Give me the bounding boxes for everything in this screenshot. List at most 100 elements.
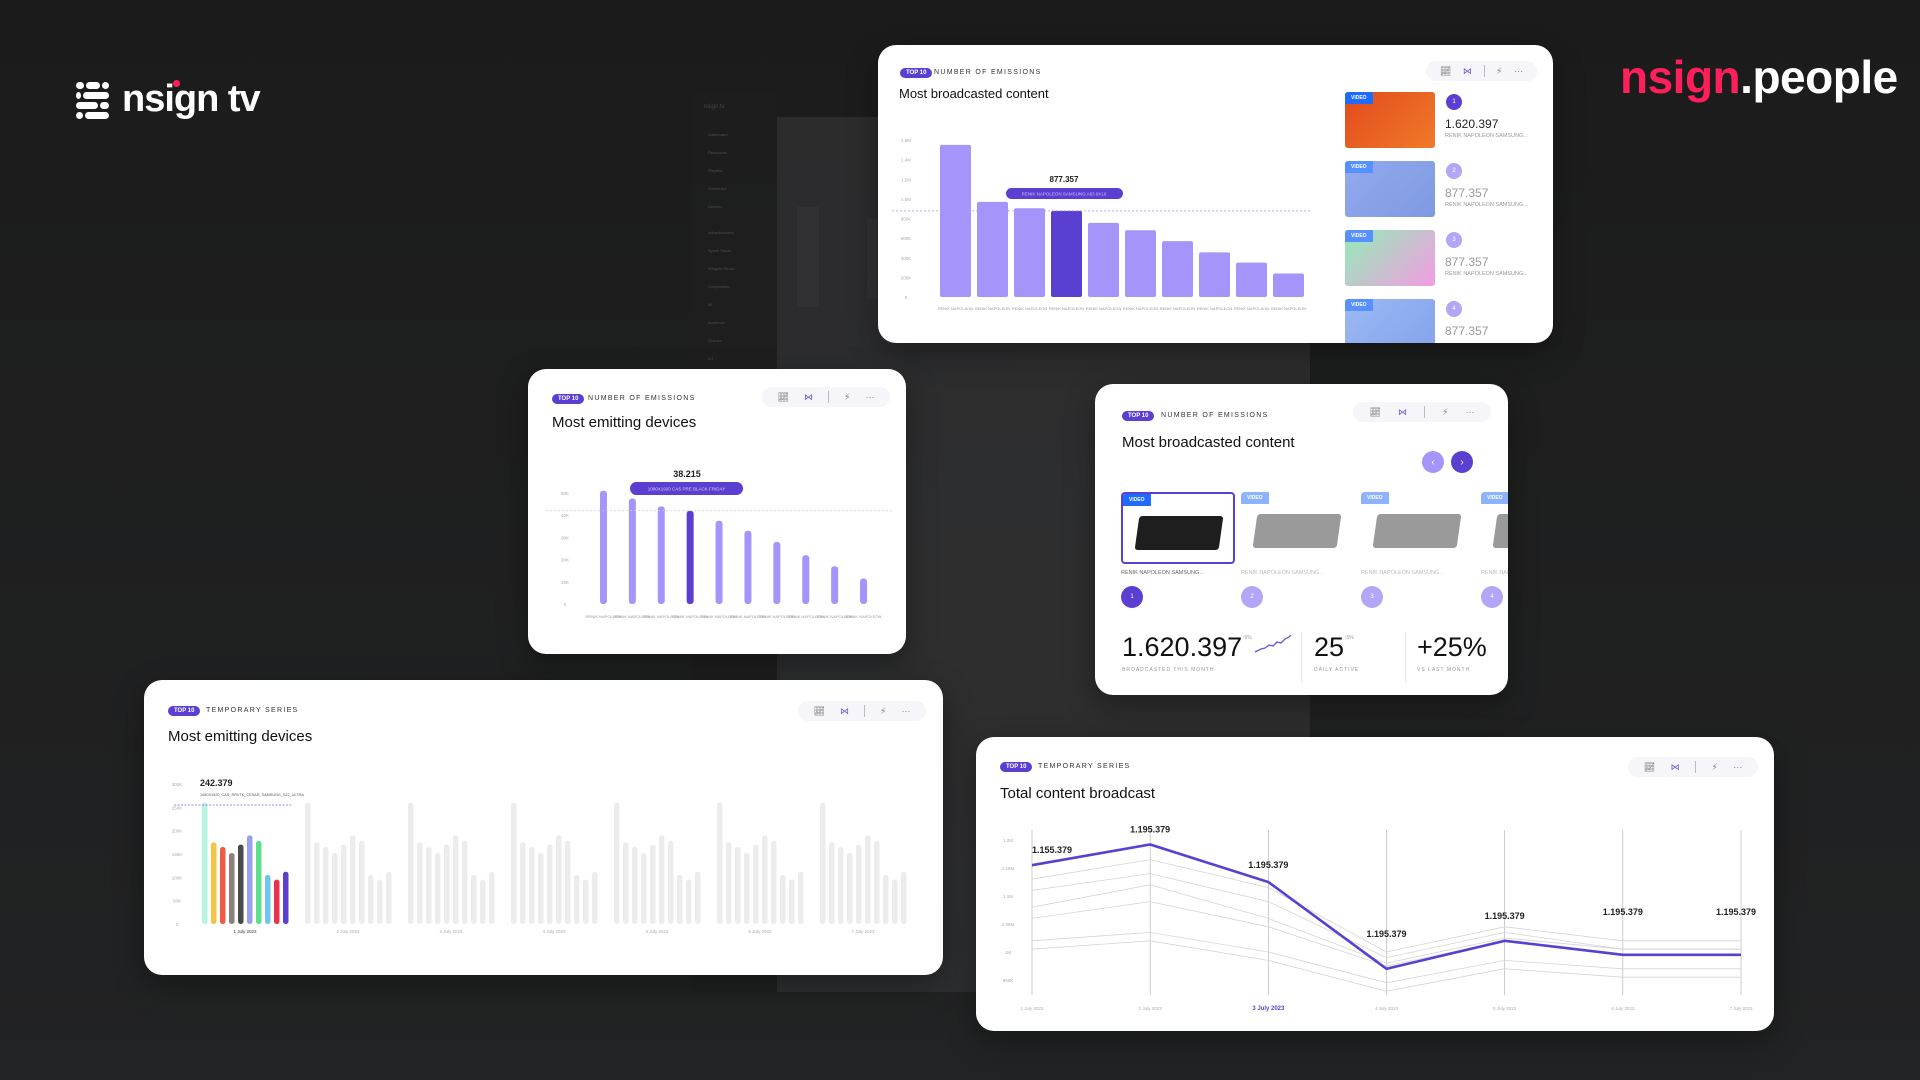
bar: [583, 879, 589, 924]
y-tick-label: 30K: [561, 535, 569, 540]
magic-icon[interactable]: ⚡︎: [1442, 406, 1449, 417]
bar: [829, 842, 835, 924]
more-icon[interactable]: ⋯: [1465, 406, 1475, 417]
content-name: RENIK NAPOLEON SAMSUNG...: [1445, 271, 1528, 277]
magic-icon[interactable]: ⚡︎: [844, 391, 851, 402]
compare-icon[interactable]: ⋈: [840, 705, 849, 716]
carousel-next-button[interactable]: ›: [1451, 451, 1473, 473]
more-icon[interactable]: ⋯: [901, 705, 911, 716]
x-tick-label: RENIK NAPOLEON: [1234, 306, 1270, 311]
y-tick-label: 1.05M: [1002, 922, 1015, 927]
y-tick-label: 20K: [561, 558, 569, 563]
chart-toolbar: 📈︎ ⋈ ⚡︎ ⋯: [1353, 402, 1491, 422]
more-icon[interactable]: ⋯: [1514, 65, 1524, 76]
bar: [780, 875, 786, 924]
bar: [614, 802, 620, 924]
more-icon[interactable]: ⋯: [1733, 761, 1743, 772]
content-thumbnail[interactable]: VIDEO: [1345, 299, 1435, 343]
chart-toolbar: 📈︎ ⋈ ⚡︎ ⋯: [1628, 757, 1758, 777]
compare-icon[interactable]: ⋈: [1398, 406, 1407, 417]
data-label: 1.195.379: [1366, 929, 1406, 939]
bar: [426, 847, 432, 924]
bar: [892, 879, 898, 924]
y-tick-label: 10K: [561, 580, 569, 585]
bg-sidebar-item: Composition: [708, 284, 731, 289]
bar: [623, 842, 629, 924]
video-tag: VIDEO: [1345, 299, 1373, 311]
content-thumbnail[interactable]: VIDEO: [1121, 492, 1235, 564]
emission-count: 1.620.397: [1445, 117, 1499, 131]
logo-text: nsign tv: [122, 78, 261, 120]
bar: [1051, 210, 1082, 297]
compare-icon[interactable]: ⋈: [1670, 761, 1680, 772]
y-tick-label: 250K: [172, 805, 183, 810]
rank-badge: 2: [1446, 163, 1462, 179]
stat-value: +25%: [1417, 632, 1487, 662]
carousel-prev-button[interactable]: ‹: [1422, 451, 1444, 473]
bar: [874, 840, 880, 924]
line-chart-icon[interactable]: 📈︎: [813, 705, 825, 716]
x-tick-label: RRNIK NAPOLEON: [846, 614, 882, 619]
data-label: 1.195.379: [1603, 907, 1643, 917]
card-kicker: NUMBER OF EMISSIONS: [588, 395, 696, 402]
card-title: Most broadcasted content: [1122, 434, 1295, 451]
x-tick-label: 7 July 2023: [1729, 1006, 1753, 1011]
x-tick-label: 7 July 2023: [851, 929, 875, 934]
bar: [860, 578, 868, 604]
y-tick-label: 1.15M: [1002, 866, 1015, 871]
bar: [726, 842, 732, 924]
magic-icon[interactable]: ⚡︎: [1711, 761, 1718, 772]
highlight-value: 38.215: [673, 469, 701, 479]
x-tick-label: RRNIK NAPOLEON: [586, 614, 622, 619]
magic-icon[interactable]: ⚡︎: [880, 705, 887, 716]
content-name: RENIK NAPOLEON: [1481, 570, 1508, 576]
bar: [556, 835, 562, 924]
divider: [828, 391, 830, 403]
highlight-label: RENIK NAPOLEON SAMSUNG A83 9X16: [1022, 192, 1107, 197]
content-thumbnail[interactable]: VIDEO: [1345, 230, 1435, 286]
bar: [417, 842, 423, 924]
bar: [386, 871, 392, 924]
line-chart-icon[interactable]: 📈︎: [1369, 406, 1381, 417]
bar: [283, 871, 289, 924]
y-tick-label: 1.4M: [901, 158, 911, 163]
line-chart-icon[interactable]: 📈︎: [1439, 65, 1452, 76]
content-thumbnail[interactable]: VIDEO: [1345, 161, 1435, 217]
top10-badge: TOP 10: [900, 68, 933, 78]
stat-divider: [1405, 632, 1406, 682]
content-thumbnail[interactable]: VIDEO: [1361, 492, 1475, 564]
top10-badge: TOP 10: [552, 394, 585, 404]
y-tick-label: 1.1M: [1003, 894, 1013, 899]
bar: [735, 847, 741, 924]
bar: [901, 871, 907, 924]
compare-icon[interactable]: ⋈: [1462, 65, 1472, 76]
content-thumbnail[interactable]: VIDEO: [1241, 492, 1355, 564]
x-tick-label: RENIK NAPOLEON: [1160, 306, 1196, 311]
line-chart-icon[interactable]: 📈︎: [1643, 761, 1656, 772]
chart-toolbar: 📈︎ ⋈ ⚡︎ ⋯: [762, 387, 890, 407]
rank-badge: 3: [1446, 232, 1462, 248]
bar: [520, 842, 526, 924]
y-tick-label: 300K: [172, 782, 183, 787]
content-thumbnail[interactable]: VIDEO: [1481, 492, 1508, 564]
more-icon[interactable]: ⋯: [865, 391, 875, 402]
bar: [359, 840, 365, 924]
bar: [744, 853, 750, 924]
bar: [435, 853, 441, 924]
content-name: RENIK NAPOLEON SAMSUNG...: [1121, 570, 1204, 576]
temporary-series-devices-card: TOP 10 TEMPORARY SERIES Most emitting de…: [144, 680, 943, 975]
y-tick-label: 1.2M: [901, 177, 911, 182]
series-line: [1031, 931, 1741, 984]
x-tick-label: 4 July 2023: [1375, 1006, 1399, 1011]
compare-icon[interactable]: ⋈: [804, 391, 813, 402]
bar: [657, 506, 665, 604]
y-tick-label: 950K: [1003, 978, 1014, 983]
content-thumbnail[interactable]: VIDEO: [1345, 92, 1435, 148]
highlight-label: 1080X1920_CAS_RRVTK_CESAR_SAMSUNG_S22_UL…: [200, 793, 304, 797]
sparkline: [1254, 634, 1292, 653]
y-tick-label: 800K: [901, 217, 912, 222]
magic-icon[interactable]: ⚡︎: [1496, 65, 1503, 76]
line-chart-icon[interactable]: 📈︎: [777, 391, 789, 402]
bar: [480, 879, 486, 924]
